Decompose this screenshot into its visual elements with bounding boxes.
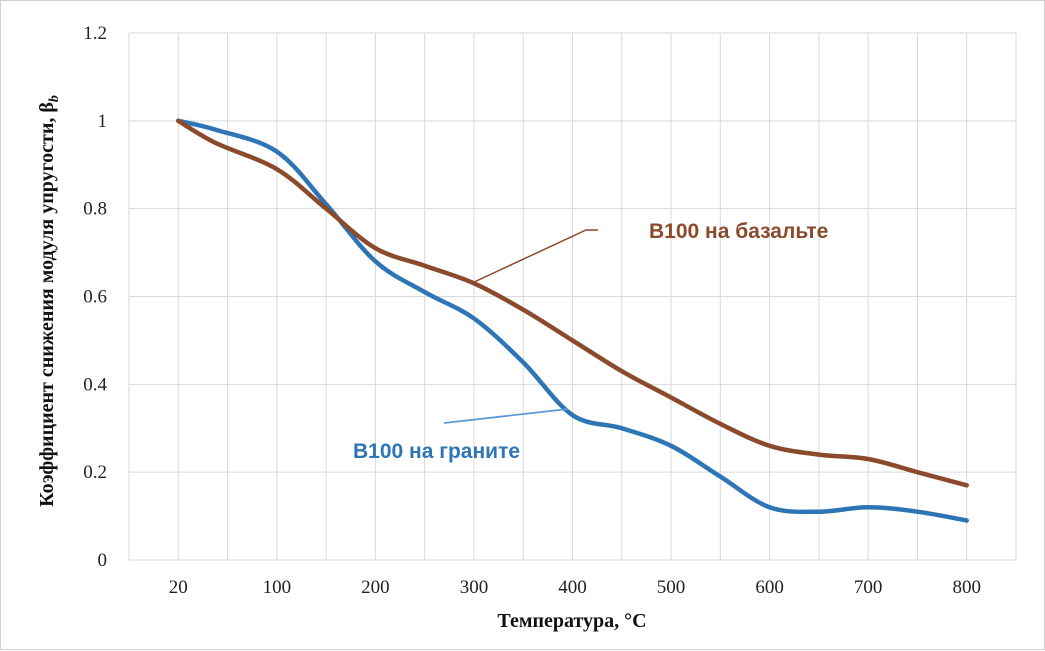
series-line-basalt: [176, 118, 969, 488]
x-tick-label: 300: [460, 577, 489, 598]
y-tick-label: 0.4: [83, 374, 107, 395]
y-tick-labels: 0 0.2 0.4 0.6 0.8 1 1.2: [83, 23, 107, 571]
series-line-granite: [176, 118, 969, 523]
x-tick-label: 200: [361, 577, 390, 598]
y-tick-label: 0.2: [83, 462, 107, 483]
y-tick-label: 1: [98, 111, 108, 132]
y-tick-label: 0: [98, 550, 108, 571]
y-tick-label: 0.6: [83, 287, 107, 308]
x-tick-label: 500: [657, 577, 686, 598]
x-axis-title: Температура, °С: [497, 610, 646, 632]
x-tick-labels: 20 100 200 300 400 500 600 700 800: [169, 577, 981, 598]
annotation-leaders: [443, 229, 598, 424]
x-tick-label: 400: [558, 577, 587, 598]
x-tick-label: 700: [854, 577, 883, 598]
y-axis-title: Коэффициент снижения модуля упругости, β…: [36, 95, 62, 507]
x-tick-label: 20: [169, 577, 188, 598]
annotation-basalt-label: B100 на базальте: [649, 220, 828, 243]
y-tick-label: 0.8: [83, 199, 107, 220]
x-tick-label: 100: [263, 577, 292, 598]
y-axis-title-subscript: b: [47, 95, 62, 102]
gridlines: [128, 32, 1017, 561]
x-tick-label: 800: [952, 577, 981, 598]
y-tick-label: 1.2: [83, 23, 107, 44]
leader-line-granite: [443, 408, 569, 424]
annotation-granite-label: B100 на граните: [353, 440, 520, 463]
y-axis-title-text: Коэффициент снижения модуля упругости, β: [36, 102, 58, 507]
leader-line-basalt: [471, 229, 598, 284]
series-lines: [176, 118, 969, 523]
x-tick-label: 600: [755, 577, 784, 598]
